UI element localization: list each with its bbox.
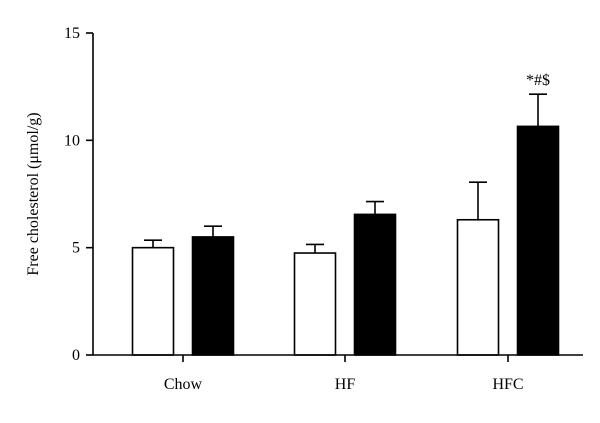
y-tick-label-5: 5 <box>72 240 80 257</box>
x-tick-label-chow: Chow <box>164 376 203 393</box>
labels: 0 5 10 15 Chow HF HFC Free cholesterol (μmol/g)… <box>25 25 550 393</box>
x-tick-label-hf: HF <box>335 376 356 393</box>
significance-annotation-hfc: *#$ <box>526 72 550 89</box>
y-tick-label-15: 15 <box>64 25 80 42</box>
axes <box>86 32 583 362</box>
y-tick-label-0: 0 <box>72 347 80 364</box>
plot-marks <box>131 93 560 356</box>
bar-hfc-s2 <box>516 125 560 356</box>
y-axis-title: Free cholesterol (μmol/g) <box>25 112 42 275</box>
bar-chow-s2 <box>191 236 235 356</box>
x-tick-label-hfc: HFC <box>492 376 523 393</box>
bar-hf-s2 <box>353 213 397 356</box>
y-tick-label-10: 10 <box>64 132 80 149</box>
bar-chow-s1 <box>131 246 175 356</box>
bar-hf-s1 <box>293 252 337 356</box>
bar-hfc-s1 <box>456 218 500 356</box>
